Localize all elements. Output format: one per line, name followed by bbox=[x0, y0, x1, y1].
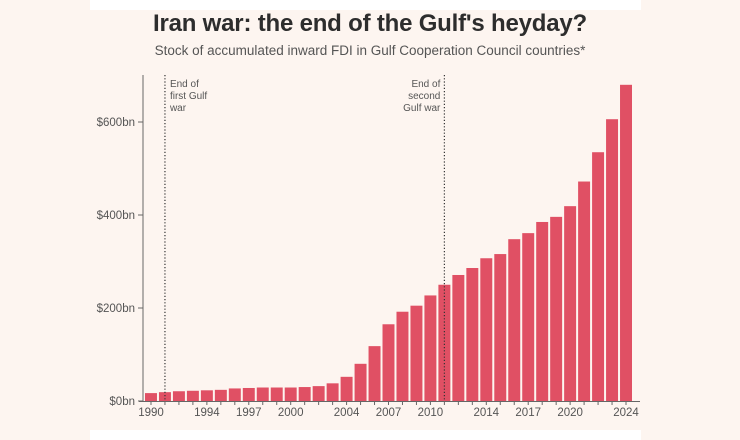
bar-1990 bbox=[145, 393, 157, 401]
bar-2015 bbox=[494, 254, 507, 401]
x-tick-label: 2000 bbox=[278, 407, 304, 419]
x-tick-label: 1994 bbox=[194, 407, 220, 419]
bar-2023 bbox=[606, 119, 619, 402]
annotation-label-1991: End of first Gulf war bbox=[169, 79, 207, 114]
annotation-line-text: second bbox=[408, 91, 440, 102]
bar-2009 bbox=[410, 305, 423, 401]
annotation-line-text: war bbox=[169, 103, 187, 114]
bar-2003 bbox=[326, 383, 339, 401]
x-tick-label: 2007 bbox=[376, 407, 402, 419]
bar-2022 bbox=[592, 152, 605, 401]
x-tick-label: 2017 bbox=[515, 407, 541, 419]
bar-1993 bbox=[186, 390, 199, 401]
bar-2020 bbox=[564, 206, 577, 401]
x-tick-label: 1997 bbox=[236, 407, 262, 419]
y-tick-label: $600bn bbox=[97, 117, 135, 129]
y-tick-label: $0bn bbox=[109, 396, 135, 408]
bar-2013 bbox=[466, 268, 479, 401]
x-tick-label: 2024 bbox=[613, 407, 639, 419]
x-tick-label: 2020 bbox=[557, 407, 583, 419]
bar-1997 bbox=[242, 387, 255, 401]
bar-1991 bbox=[158, 392, 171, 401]
bars-group bbox=[145, 84, 632, 402]
bar-2007 bbox=[382, 324, 395, 401]
bar-2006 bbox=[368, 346, 381, 401]
bar-2005 bbox=[354, 363, 367, 401]
x-tick-label: 1990 bbox=[138, 407, 164, 419]
chart-subtitle: Stock of accumulated inward FDI in Gulf … bbox=[154, 43, 586, 58]
bar-2000 bbox=[284, 387, 297, 401]
bar-2010 bbox=[424, 295, 437, 401]
annotation-line-text: End of bbox=[411, 79, 440, 90]
bar-1996 bbox=[228, 388, 241, 401]
bar-2002 bbox=[312, 386, 325, 401]
annotation-line-text: first Gulf bbox=[170, 91, 207, 102]
x-tick-label: 2014 bbox=[474, 407, 500, 419]
bottom-strip bbox=[90, 430, 641, 440]
bar-1998 bbox=[256, 387, 269, 401]
bar-2019 bbox=[550, 216, 563, 401]
top-strip bbox=[90, 0, 641, 10]
bar-2004 bbox=[340, 376, 353, 401]
bar-2024 bbox=[620, 84, 632, 402]
y-tick-label: $200bn bbox=[97, 303, 135, 315]
bar-2021 bbox=[578, 181, 591, 401]
bar-1995 bbox=[214, 389, 227, 401]
y-tick-label: $400bn bbox=[97, 210, 135, 222]
bar-2012 bbox=[452, 274, 465, 401]
bar-1992 bbox=[172, 391, 185, 401]
annotation-line-text: End of bbox=[170, 79, 199, 90]
bar-1999 bbox=[270, 387, 283, 401]
bar-2008 bbox=[396, 311, 409, 401]
bar-1994 bbox=[200, 390, 213, 401]
annotation-line-text: Gulf war bbox=[403, 103, 441, 114]
bar-2014 bbox=[480, 258, 493, 401]
x-tick-label: 2010 bbox=[418, 407, 444, 419]
bar-2017 bbox=[522, 233, 535, 401]
bar-2018 bbox=[536, 221, 549, 401]
chart-title: Iran war: the end of the Gulf's heyday? bbox=[153, 10, 587, 37]
bar-2001 bbox=[298, 387, 311, 401]
bar-2016 bbox=[508, 239, 521, 401]
x-tick-label: 2004 bbox=[334, 407, 360, 419]
axes-group: $0bn $200bn $400bn $600bn 1990 1994 1997 2000 20… bbox=[97, 75, 640, 419]
bar-2011 bbox=[438, 284, 451, 401]
annotation-label-2011: End of second Gulf war bbox=[403, 79, 441, 114]
